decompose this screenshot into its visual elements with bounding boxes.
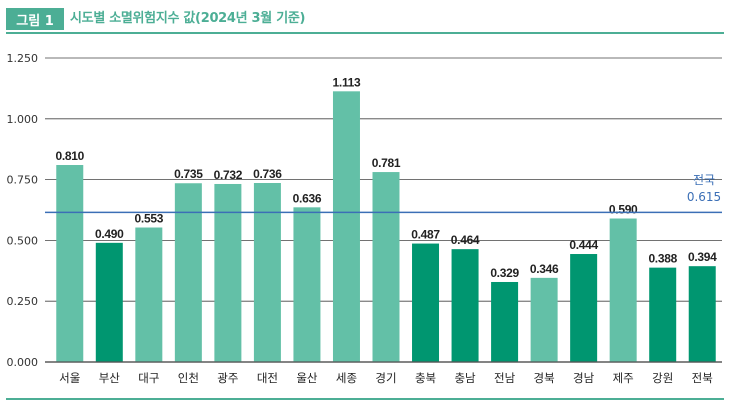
reference-value-label: 0.615 bbox=[687, 190, 721, 204]
x-tick-label: 부산 bbox=[99, 371, 121, 385]
x-tick-label: 충북 bbox=[415, 371, 436, 385]
bar bbox=[56, 165, 84, 362]
bar-value-label: 0.394 bbox=[688, 250, 717, 264]
bar bbox=[412, 243, 440, 362]
y-tick-label: 0.250 bbox=[7, 295, 39, 308]
x-tick-label: 전남 bbox=[494, 371, 516, 385]
x-tick-label: 전북 bbox=[692, 371, 713, 385]
reference-label: 전국 bbox=[693, 173, 715, 187]
bar-value-label: 0.781 bbox=[372, 156, 401, 170]
bar bbox=[649, 267, 677, 362]
x-tick-label: 서울 bbox=[59, 371, 80, 385]
x-tick-label: 제주 bbox=[613, 371, 634, 385]
x-tick-label: 광주 bbox=[217, 371, 238, 385]
y-tick-label: 0.000 bbox=[7, 356, 39, 369]
bar-value-label: 0.736 bbox=[253, 167, 282, 181]
x-tick-label: 강원 bbox=[652, 371, 673, 385]
bar-value-label: 0.810 bbox=[55, 149, 84, 163]
x-tick-label: 대구 bbox=[138, 371, 159, 385]
bar bbox=[293, 207, 321, 362]
y-tick-label: 1.000 bbox=[7, 113, 39, 126]
bar-value-label: 0.732 bbox=[214, 168, 243, 182]
bar-value-label: 0.444 bbox=[569, 238, 598, 252]
figure-header: 그림 1 시도별 소멸위험지수 값(2024년 3월 기준) bbox=[6, 8, 724, 38]
x-tick-label: 충남 bbox=[454, 371, 476, 385]
bar bbox=[95, 242, 123, 362]
bar-value-label: 0.490 bbox=[95, 227, 124, 241]
bar-value-label: 0.553 bbox=[135, 212, 164, 226]
figure-title: 시도별 소멸위험지수 값(2024년 3월 기준) bbox=[70, 11, 306, 26]
bar-value-label: 0.590 bbox=[609, 203, 638, 217]
x-tick-label: 세종 bbox=[336, 371, 357, 385]
x-tick-label: 경남 bbox=[573, 371, 595, 385]
bar bbox=[174, 183, 202, 362]
x-tick-label: 인천 bbox=[178, 371, 199, 385]
bar bbox=[530, 277, 558, 362]
figure-number-badge: 그림 1 bbox=[6, 8, 64, 30]
bar bbox=[332, 91, 360, 363]
x-tick-label: 경북 bbox=[534, 371, 555, 385]
y-tick-label: 0.750 bbox=[7, 174, 39, 187]
bar bbox=[570, 254, 598, 362]
bar bbox=[253, 183, 281, 362]
x-tick-label: 경기 bbox=[375, 371, 396, 385]
bar-value-label: 0.464 bbox=[451, 233, 480, 247]
bar bbox=[609, 218, 637, 362]
bottom-divider bbox=[6, 398, 724, 400]
bar bbox=[688, 266, 716, 362]
bar-value-label: 1.113 bbox=[333, 75, 361, 89]
bar-value-label: 0.388 bbox=[648, 252, 677, 266]
header-divider bbox=[6, 32, 724, 34]
bar-value-label: 0.735 bbox=[174, 167, 203, 181]
bar bbox=[451, 249, 479, 362]
bar-value-label: 0.636 bbox=[293, 191, 322, 205]
y-tick-label: 0.500 bbox=[7, 234, 39, 247]
bar bbox=[214, 183, 242, 362]
bar-value-label: 0.346 bbox=[530, 262, 559, 276]
bar bbox=[135, 227, 163, 362]
x-tick-label: 대전 bbox=[257, 371, 278, 385]
bar bbox=[491, 281, 519, 362]
bar-value-label: 0.329 bbox=[490, 266, 519, 280]
bar bbox=[372, 172, 400, 362]
bar-value-label: 0.487 bbox=[411, 228, 440, 242]
y-tick-label: 1.250 bbox=[7, 52, 39, 65]
x-tick-label: 울산 bbox=[296, 371, 318, 385]
